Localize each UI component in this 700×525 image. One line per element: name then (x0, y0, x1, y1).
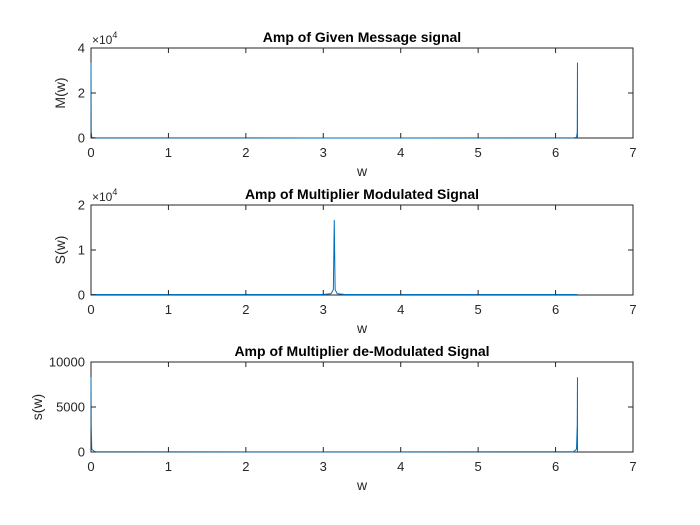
y-tick-label: 0 (78, 445, 85, 460)
x-tick-label: 4 (397, 459, 404, 474)
x-tick-label: 3 (320, 459, 327, 474)
multiplier-base: ×10 (92, 33, 113, 47)
y-tick-label: 2 (78, 86, 85, 101)
y-tick-label: 0 (78, 131, 85, 146)
x-tick-label: 4 (397, 145, 404, 160)
axes-box (90, 47, 634, 139)
chart-title: Amp of Multiplier de-Modulated Signal (234, 343, 489, 359)
subplot-3: 0 1 2 3 4 5 6 7 0 5000 10000 Amp of Multiplier de-M… (29, 343, 637, 493)
x-tick-label: 1 (165, 302, 172, 317)
y-axis-label: s(w) (29, 394, 45, 420)
y-axis-label: M(w) (52, 77, 68, 108)
x-tick-label: 0 (87, 145, 94, 160)
x-tick-label: 0 (87, 302, 94, 317)
x-tick-label: 2 (242, 145, 249, 160)
x-tick-label: 7 (629, 145, 636, 160)
x-axis-label: w (356, 320, 368, 336)
chart-title: Amp of Given Message signal (263, 29, 461, 45)
x-tick-label: 5 (475, 145, 482, 160)
x-tick-label: 6 (552, 145, 559, 160)
x-tick-label: 2 (242, 459, 249, 474)
y-tick-label: 1 (78, 243, 85, 258)
multiplier-base: ×10 (92, 190, 113, 204)
x-axis-label: w (356, 477, 368, 493)
x-tick-label: 1 (165, 145, 172, 160)
y-tick-label: 5000 (56, 400, 85, 415)
x-tick-label: 5 (475, 459, 482, 474)
x-tick-label: 3 (320, 145, 327, 160)
x-tick-label: 2 (242, 302, 249, 317)
x-tick-label: 6 (552, 459, 559, 474)
multiplier-exponent: 4 (112, 187, 117, 197)
x-tick-label: 1 (165, 459, 172, 474)
y-axis-multiplier: ×104 (92, 30, 117, 47)
x-tick-label: 3 (320, 302, 327, 317)
x-axis-label: w (356, 163, 368, 179)
multiplier-exponent: 4 (112, 30, 117, 40)
axes-box (90, 204, 634, 296)
chart-title: Amp of Multiplier Modulated Signal (245, 186, 479, 202)
y-tick-label: 10000 (49, 355, 85, 370)
x-tick-label: 0 (87, 459, 94, 474)
x-tick-label: 7 (629, 302, 636, 317)
data-line (90, 377, 578, 453)
y-tick-label: 0 (78, 288, 85, 303)
x-tick-label: 6 (552, 302, 559, 317)
x-tick-label: 4 (397, 302, 404, 317)
x-tick-label: 5 (475, 302, 482, 317)
y-axis-label: S(w) (52, 236, 68, 265)
y-tick-label: 4 (78, 41, 85, 56)
x-tick-label: 7 (629, 459, 636, 474)
y-tick-label: 2 (78, 198, 85, 213)
y-axis-multiplier: ×104 (92, 187, 117, 204)
axes-box (90, 361, 634, 453)
data-line (91, 219, 578, 296)
